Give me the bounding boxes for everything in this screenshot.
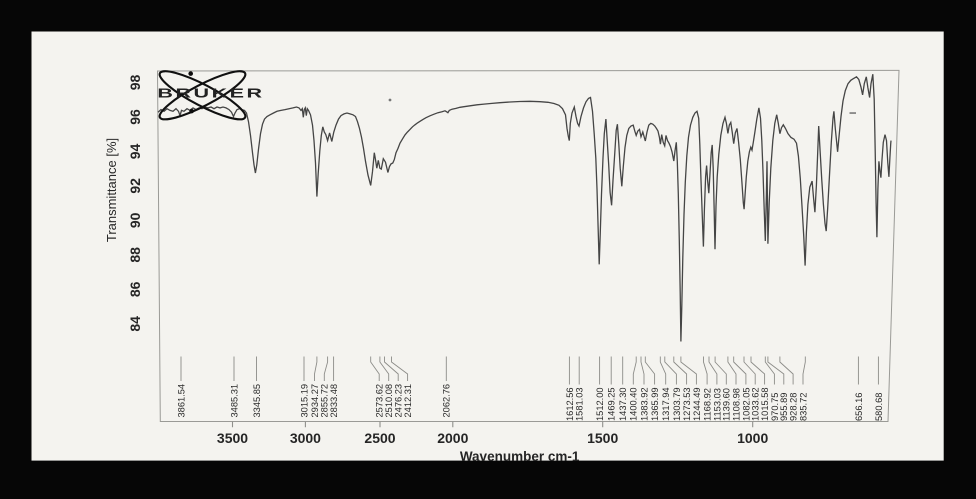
svg-text:1400.40: 1400.40: [629, 387, 639, 421]
svg-text:98: 98: [127, 75, 143, 91]
svg-text:3345.85: 3345.85: [252, 384, 262, 418]
svg-text:1303.79: 1303.79: [672, 387, 682, 421]
svg-text:1612.56: 1612.56: [565, 387, 575, 421]
svg-text:2833.48: 2833.48: [329, 384, 339, 418]
svg-text:Wavenumber cm-1: Wavenumber cm-1: [460, 449, 580, 464]
svg-text:2062.76: 2062.76: [442, 384, 452, 418]
svg-text:1581.03: 1581.03: [575, 387, 585, 421]
svg-text:955.89: 955.89: [779, 393, 789, 421]
svg-text:92: 92: [127, 178, 143, 194]
svg-text:1365.99: 1365.99: [650, 387, 660, 421]
svg-text:2412.31: 2412.31: [403, 384, 413, 418]
svg-text:1437.30: 1437.30: [618, 387, 628, 421]
svg-text:3861.54: 3861.54: [176, 384, 186, 418]
svg-text:88: 88: [127, 247, 143, 263]
svg-text:2855.72: 2855.72: [320, 384, 330, 418]
svg-text:86: 86: [127, 281, 143, 297]
svg-text:1500: 1500: [587, 430, 618, 446]
svg-text:656.16: 656.16: [854, 393, 864, 421]
svg-text:3015.19: 3015.19: [299, 384, 309, 418]
svg-text:2510.08: 2510.08: [384, 384, 394, 418]
svg-text:835.72: 835.72: [798, 393, 808, 421]
svg-text:1015.58: 1015.58: [760, 387, 770, 421]
svg-text:2000: 2000: [437, 430, 468, 446]
svg-text:94: 94: [127, 144, 143, 160]
svg-text:2476.23: 2476.23: [394, 384, 404, 418]
svg-text:970.75: 970.75: [770, 393, 780, 421]
svg-text:1153.03: 1153.03: [712, 388, 722, 421]
svg-text:1317.94: 1317.94: [661, 387, 671, 421]
svg-text:Transmittance [%]: Transmittance [%]: [104, 138, 119, 242]
svg-text:1139.60: 1139.60: [722, 388, 732, 421]
svg-text:580.68: 580.68: [874, 393, 884, 421]
svg-text:2934.27: 2934.27: [310, 384, 320, 418]
svg-text:1383.92: 1383.92: [639, 387, 649, 421]
svg-text:928.28: 928.28: [789, 393, 799, 421]
svg-text:2500: 2500: [364, 430, 395, 446]
svg-text:1244.49: 1244.49: [692, 387, 702, 421]
svg-text:2573.62: 2573.62: [375, 384, 385, 418]
svg-text:1273.53: 1273.53: [682, 387, 692, 421]
svg-text:1108.98: 1108.98: [731, 388, 741, 421]
svg-text:1000: 1000: [737, 430, 768, 446]
svg-text:1469.25: 1469.25: [607, 387, 617, 421]
svg-text:1168.92: 1168.92: [703, 388, 713, 421]
svg-text:96: 96: [127, 109, 143, 125]
svg-text:3485.31: 3485.31: [229, 384, 239, 418]
svg-text:90: 90: [127, 212, 143, 228]
svg-text:3000: 3000: [290, 430, 321, 446]
svg-text:BRUKER: BRUKER: [157, 86, 264, 101]
svg-text:1082.05: 1082.05: [741, 387, 751, 421]
svg-text:1033.62: 1033.62: [751, 387, 761, 421]
svg-text:3500: 3500: [217, 430, 248, 446]
svg-text:84: 84: [127, 316, 143, 332]
svg-text:1512.00: 1512.00: [595, 387, 605, 421]
